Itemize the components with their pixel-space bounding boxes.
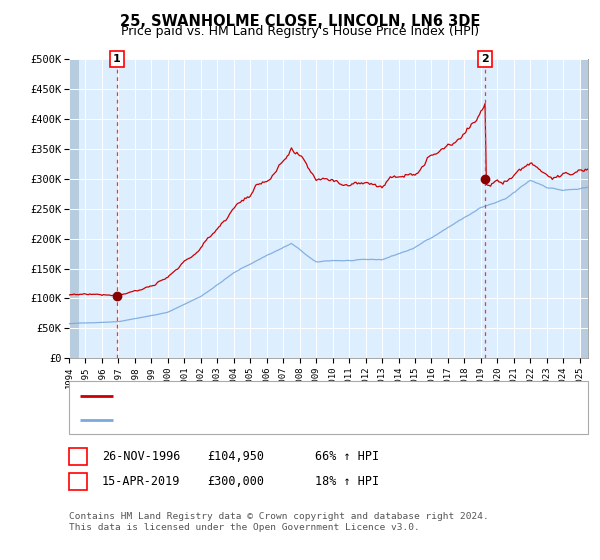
Text: 15-APR-2019: 15-APR-2019 (102, 475, 181, 488)
Text: Contains HM Land Registry data © Crown copyright and database right 2024.
This d: Contains HM Land Registry data © Crown c… (69, 512, 489, 532)
Text: 2: 2 (74, 475, 82, 488)
Text: 25, SWANHOLME CLOSE, LINCOLN, LN6 3DE (detached house): 25, SWANHOLME CLOSE, LINCOLN, LN6 3DE (d… (119, 391, 470, 401)
Text: 2: 2 (481, 54, 489, 64)
Text: £104,950: £104,950 (207, 450, 264, 463)
Text: 25, SWANHOLME CLOSE, LINCOLN, LN6 3DE: 25, SWANHOLME CLOSE, LINCOLN, LN6 3DE (120, 14, 480, 29)
Text: 26-NOV-1996: 26-NOV-1996 (102, 450, 181, 463)
Bar (69, 59, 79, 358)
Text: 66% ↑ HPI: 66% ↑ HPI (315, 450, 379, 463)
Text: 1: 1 (74, 450, 82, 463)
Text: 1: 1 (113, 54, 121, 64)
Bar (580, 59, 588, 358)
Text: 18% ↑ HPI: 18% ↑ HPI (315, 475, 379, 488)
Text: £300,000: £300,000 (207, 475, 264, 488)
Text: HPI: Average price, detached house, Lincoln: HPI: Average price, detached house, Linc… (119, 415, 398, 425)
Text: Price paid vs. HM Land Registry's House Price Index (HPI): Price paid vs. HM Land Registry's House … (121, 25, 479, 38)
